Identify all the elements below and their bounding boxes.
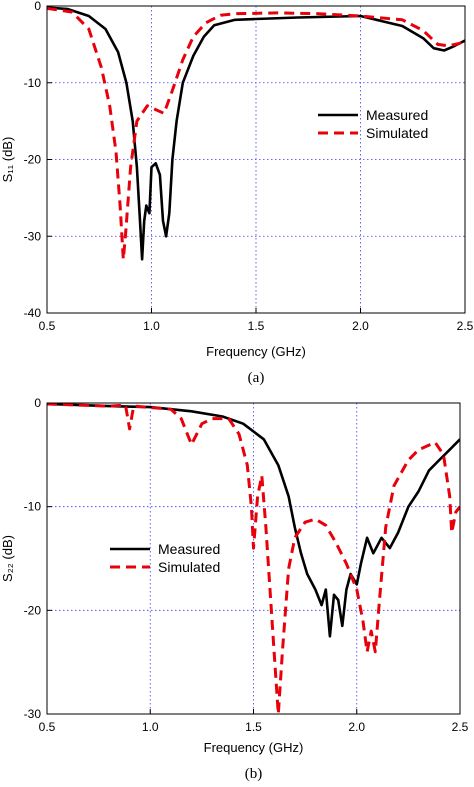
series-line-simulated [47,6,465,261]
chart-panel-a: 0.5 1.0 1.5 2.0 2.5 -40 -30 -20 -10 0 Frequency (G… [0,0,474,386]
y-axis-label: S₁₁ (dB) [0,137,15,183]
y-tick-label: -10 [24,500,42,514]
y-tick-label: 0 [34,396,41,410]
x-tick-label: 1.5 [248,319,265,333]
x-tick-label: 2.5 [452,720,469,734]
y-tick-label: 0 [34,0,41,13]
series-line-measured [47,403,460,638]
y-tick-label: -20 [24,603,42,617]
series-line-simulated [47,403,460,714]
y-tick-label: -40 [24,306,42,320]
y-tick-label: -30 [24,229,42,243]
panel-caption: (b) [245,766,263,782]
x-tick-label: 1.5 [245,720,262,734]
legend-label-measured: Measured [366,107,428,123]
series-line-measured [47,6,465,261]
x-tick-label: 1.0 [143,319,160,333]
chart-panel-b: 0.5 1.0 1.5 2.0 2.5 -30 -20 -10 0 Frequency (GHz)… [0,396,469,782]
legend-label-measured: Measured [158,541,220,557]
y-tick-label: -20 [24,153,42,167]
x-tick-label: 0.5 [39,720,56,734]
y-tick-label: -10 [24,76,42,90]
panel-caption: (a) [248,370,265,386]
x-tick-label: 2.5 [457,319,474,333]
x-axis-label: Frequency (GHz) [206,344,306,359]
legend-label-simulated: Simulated [158,559,220,575]
x-tick-label: 2.0 [348,720,365,734]
y-tick-label: -30 [24,707,42,721]
y-axis-label: S₂₂ (dB) [0,535,15,582]
legend: Measured Simulated [110,541,220,575]
x-tick-label: 1.0 [142,720,159,734]
legend: Measured Simulated [318,107,428,141]
x-axis-label: Frequency (GHz) [204,740,304,755]
x-tick-label: 2.0 [352,319,369,333]
x-tick-label: 0.5 [39,319,56,333]
legend-label-simulated: Simulated [366,125,428,141]
